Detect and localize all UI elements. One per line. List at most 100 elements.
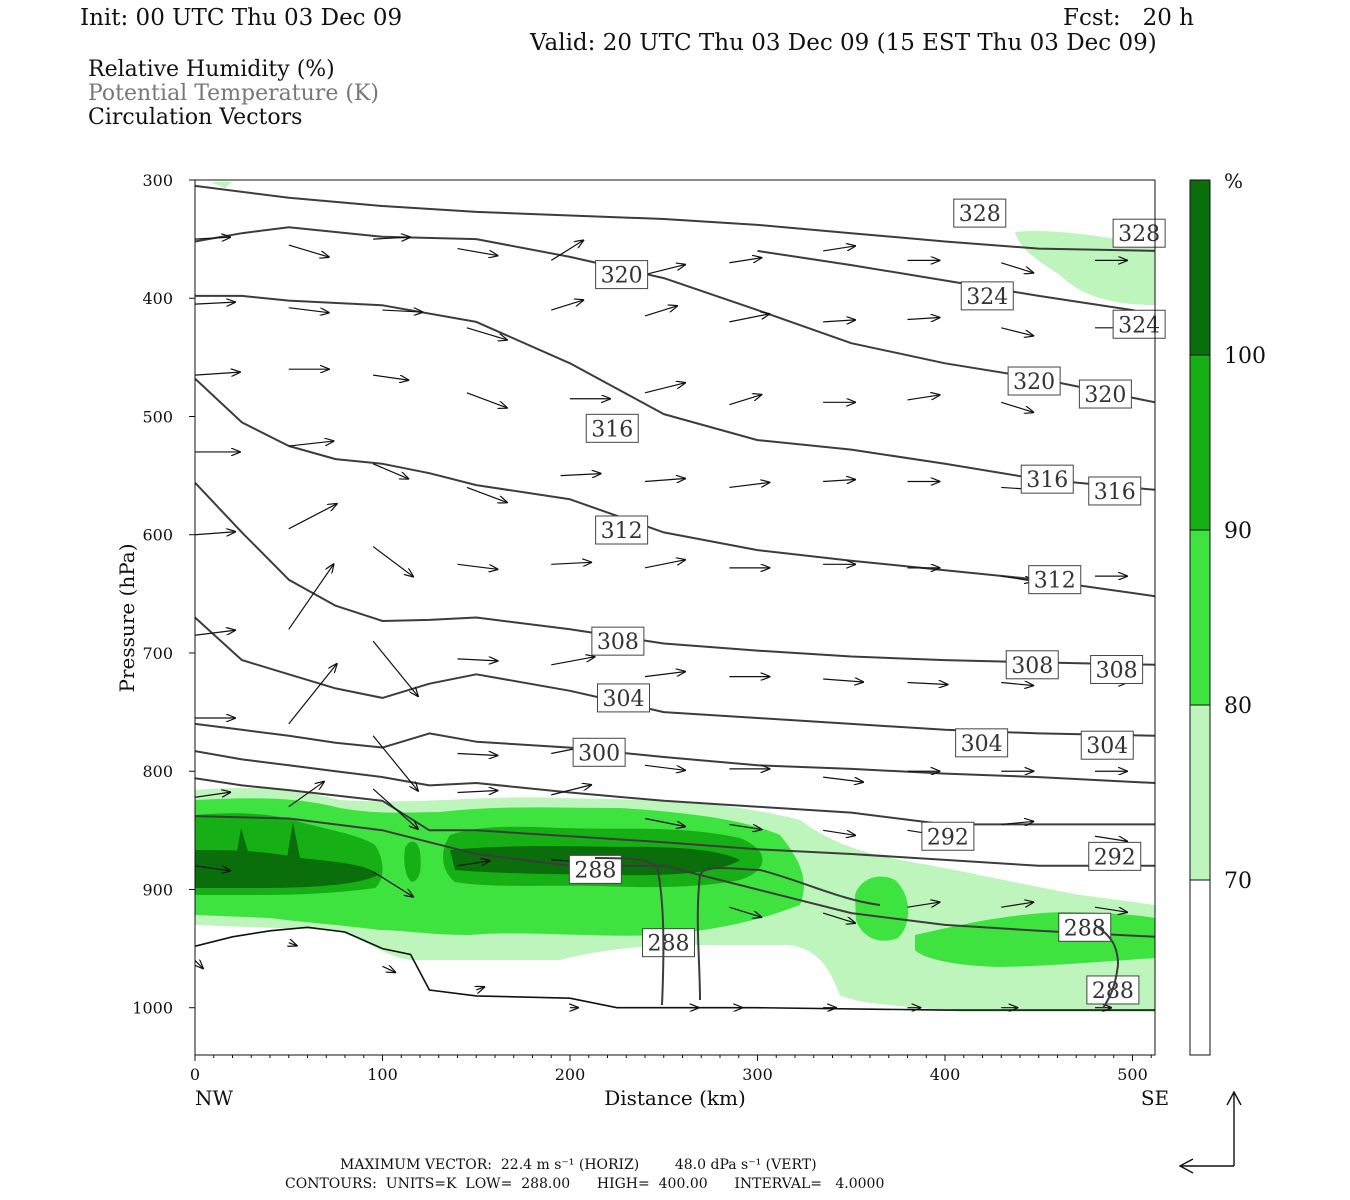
contour-label: 304 [603, 687, 645, 712]
circulation-vector [823, 320, 855, 322]
theta-contour-312 [195, 377, 1155, 598]
colorbar-level-label: 80 [1224, 694, 1252, 719]
circulation-vector [288, 244, 329, 257]
rh-100-peak-2 [287, 822, 300, 858]
contour-label-box [1112, 309, 1166, 339]
contour-label: 328 [1118, 222, 1160, 247]
contour-label: 304 [961, 732, 1003, 757]
circulation-vector [729, 906, 761, 917]
contour-label-box [1058, 912, 1112, 942]
y-tick-label: 800 [142, 762, 173, 781]
contour-label-box [591, 626, 645, 656]
circulation-vector [1094, 835, 1127, 841]
circulation-vector [382, 966, 396, 972]
contour-label-box [1088, 476, 1142, 506]
circulation-vector [551, 562, 591, 564]
valid-time: Valid: 20 UTC Thu 03 Dec 09 (15 EST Thu … [530, 30, 1157, 56]
circulation-vector [1001, 327, 1033, 336]
contour-label: 288 [574, 858, 616, 883]
circulation-vector [823, 679, 863, 682]
circulation-vector [457, 861, 490, 867]
theta-contour-292 [195, 777, 1155, 867]
plot-frame [194, 179, 1156, 1056]
circulation-vector [372, 546, 413, 577]
colorbar-band-90 [1189, 354, 1211, 531]
x-tick-label: 400 [930, 1065, 961, 1084]
contour-label: 320 [601, 264, 643, 289]
circulation-vector [551, 657, 594, 666]
circulation-vector [372, 788, 418, 829]
circulation-vector [823, 480, 855, 482]
x-tick-label: 300 [742, 1065, 773, 1084]
contour-label: 324 [966, 285, 1008, 310]
circulation-vector [457, 659, 498, 661]
y-tick-label: 300 [142, 171, 173, 190]
field-rh-label: Relative Humidity (%) [88, 57, 335, 82]
colorbar: % 70 80 90 100 [1189, 169, 1266, 1056]
circulation-vector [644, 265, 685, 276]
circulation-vector [729, 395, 761, 406]
circulation-vector [372, 871, 413, 897]
rh-70-patch-topleft [210, 182, 232, 188]
circulation-vector [644, 672, 685, 678]
x-tick-label: 0 [190, 1065, 200, 1084]
forecast-hour: Fcst: 20 h [1063, 5, 1194, 31]
circulation-vector [907, 683, 948, 685]
theta-contour-328 [195, 184, 1155, 252]
contour-label-box [1112, 218, 1166, 248]
contour-label-box [955, 728, 1009, 758]
contour-label: 316 [1094, 480, 1136, 505]
circulation-vector [550, 240, 583, 261]
theta-contour-308 [195, 482, 1155, 666]
circulation-vector [644, 764, 685, 770]
circulation-vector [907, 318, 940, 320]
circulation-vector [466, 486, 507, 502]
circulation-vector [289, 943, 297, 946]
contour-label-box [597, 683, 650, 713]
circulation-vector [195, 372, 240, 375]
theta-contour-316 [195, 294, 1155, 491]
colorbar-level-label: 100 [1224, 344, 1266, 369]
x-end-left-label: NW [195, 1086, 234, 1110]
circulation-vector [288, 664, 337, 725]
circulation-vector [551, 300, 583, 311]
contour-label-box [1088, 841, 1142, 871]
rh-100-peak-1 [236, 828, 250, 858]
circulation-vector [195, 865, 230, 871]
circulation-vector [466, 392, 507, 408]
circulation-vector [822, 912, 855, 923]
circulation-vector [195, 237, 230, 239]
rh-90-spike [404, 841, 421, 882]
rh-100-region [195, 850, 378, 888]
circulation-vector [560, 474, 601, 476]
circulation-vector [1001, 821, 1033, 824]
circulation-vector [288, 307, 329, 313]
x-tick-label: 500 [1117, 1065, 1148, 1084]
contour-label: 320 [1013, 370, 1055, 395]
circulation-vector [907, 395, 940, 401]
circulation-vector [1001, 262, 1033, 273]
circulation-vector [823, 829, 855, 835]
circulation-vector [372, 463, 408, 479]
contour-label-box [1020, 464, 1074, 494]
circulation-vector [457, 247, 498, 256]
circulation-vector [195, 302, 235, 304]
circulation-vector [466, 327, 507, 340]
contour-label: 300 [578, 741, 620, 766]
y-tick-label: 1000 [132, 999, 173, 1018]
contour-label-box [921, 821, 975, 851]
circulation-vector [823, 776, 863, 782]
circulation-vector [644, 383, 685, 394]
circulation-vector [729, 823, 761, 829]
circulation-vector [372, 640, 418, 696]
circulation-vector [195, 960, 203, 968]
circulation-vector [644, 306, 677, 317]
theta-288-isolated-contours [594, 857, 1120, 1009]
circulation-vector [476, 987, 484, 990]
circulation-vector [1001, 683, 1033, 686]
circulation-vector [382, 310, 423, 312]
contour-label: 308 [1096, 659, 1138, 684]
contour-label-box [585, 413, 639, 443]
circulation-vector [457, 753, 498, 755]
